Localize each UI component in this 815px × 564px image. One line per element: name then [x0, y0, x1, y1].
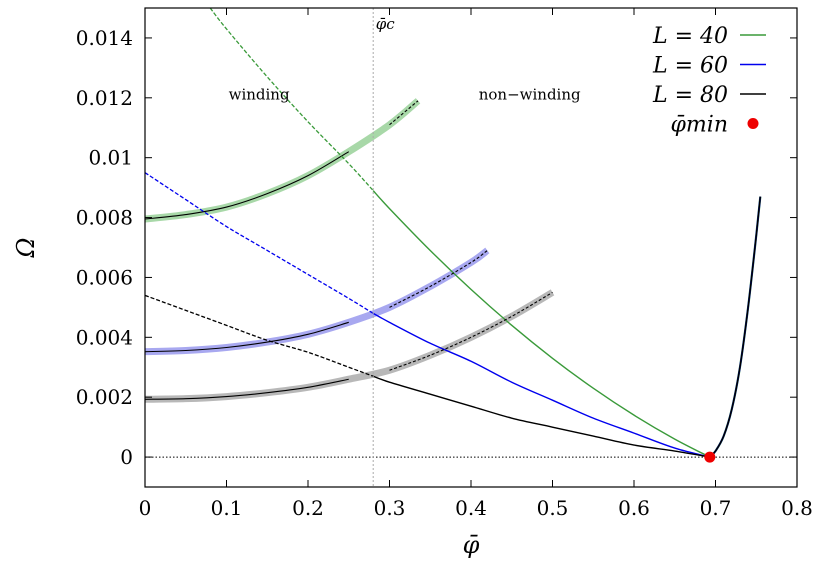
annotations: winding non−winding φ̄c: [229, 15, 581, 103]
x-tick-label: 0.7: [700, 496, 732, 520]
y-axis: 0 0.002 0.004 0.006 0.008 0.01 0.012 0.014: [76, 26, 797, 469]
y-tick-label: 0.01: [88, 146, 133, 170]
x-tick-label: 0.5: [537, 496, 569, 520]
series-line-nonwinding-dashed-2: [145, 294, 374, 377]
legend-marker: [747, 118, 759, 129]
legend-label: L = 80: [652, 83, 728, 108]
reference-lines: [145, 8, 797, 487]
y-tick-label: 0: [120, 445, 133, 469]
legend: L = 40 L = 60 L = 80 φ̄min: [652, 24, 766, 138]
region-label-winding: winding: [229, 85, 290, 103]
band-winding-0: [145, 98, 421, 223]
series-line-winding-2: [145, 378, 349, 400]
right-branch: [709, 196, 762, 458]
series-line-nonwinding-dashed-1: [145, 172, 374, 314]
series-line-winding-dashed-1: [389, 250, 488, 308]
phi-c-label: φ̄c: [376, 15, 396, 33]
y-axis-title: Ω: [12, 238, 40, 259]
x-tick-label: 0.6: [618, 496, 650, 520]
right-branch-under: [708, 196, 762, 458]
series-line-winding-dashed-0: [389, 100, 419, 126]
band-winding-1: [145, 247, 490, 356]
region-label-non-winding: non−winding: [479, 85, 581, 103]
series-line-nonwinding-0: [372, 190, 711, 458]
series-line-winding-1: [145, 321, 349, 353]
y-tick-label: 0.006: [76, 265, 133, 289]
minimum-marker-layer: [704, 451, 716, 463]
series-lines: [145, 8, 762, 458]
y-tick-label: 0.012: [76, 86, 133, 110]
y-tick-label: 0.014: [76, 26, 133, 50]
legend-label: L = 40: [652, 24, 728, 49]
x-tick-label: 0.2: [292, 496, 324, 520]
y-tick-label: 0.002: [76, 385, 133, 409]
series-line-nonwinding-dashed-0: [209, 8, 374, 192]
x-axis-title: φ̄: [463, 531, 480, 559]
x-tick-label: 0.1: [211, 496, 243, 520]
x-tick-label: 0.4: [455, 496, 487, 520]
y-tick-label: 0.008: [76, 206, 133, 230]
x-axis: 0 0.1 0.2 0.3 0.4 0.5 0.6 0.7 0.8: [139, 8, 813, 520]
uncertainty-bands: [145, 98, 555, 403]
series-line-winding-dashed-2: [389, 291, 553, 371]
right-branch-mid: [709, 196, 762, 458]
series-line-nonwinding-1: [372, 312, 710, 458]
x-tick-label: 0.3: [374, 496, 406, 520]
minimum-point: [704, 451, 716, 463]
series-line-nonwinding-2: [372, 375, 710, 458]
legend-label: L = 60: [652, 54, 728, 79]
plot-frame: [144, 7, 798, 488]
legend-label: φ̄min: [671, 113, 728, 138]
x-tick-label: 0.8: [781, 496, 813, 520]
x-tick-label: 0: [139, 496, 152, 520]
y-tick-label: 0.004: [76, 325, 133, 349]
series-line-winding-0: [145, 151, 350, 220]
